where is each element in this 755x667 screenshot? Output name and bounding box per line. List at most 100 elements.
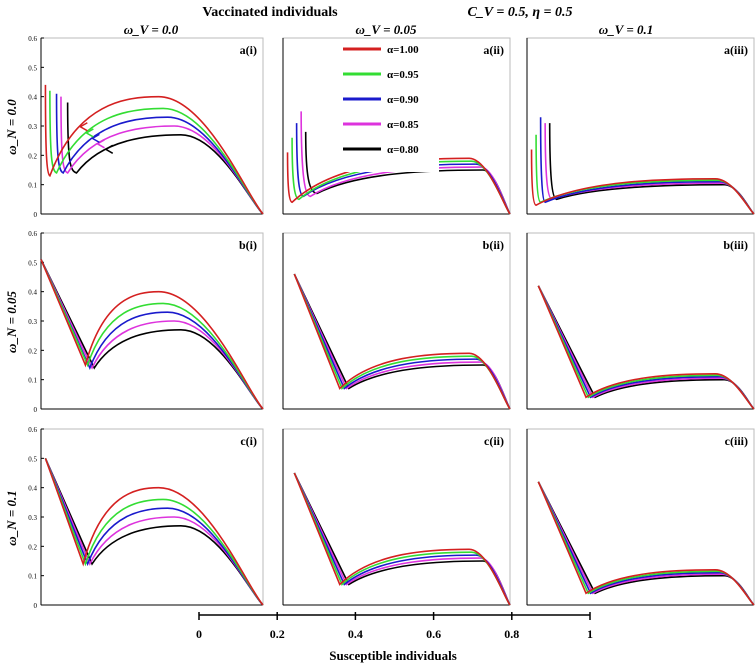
panel-label: b(ii) xyxy=(483,238,504,252)
series-line-5 xyxy=(537,285,755,410)
y-tick-label: 0.6 xyxy=(28,426,37,434)
legend-label-4: α=0.85 xyxy=(387,119,419,131)
legend: α=1.00 α=0.95 α=0.90 α=0.85 α=0.80 xyxy=(339,41,439,172)
direction-arrow xyxy=(104,144,114,154)
x-axis-label: Susceptible individuals xyxy=(329,648,457,663)
panel-label: b(i) xyxy=(239,238,257,252)
direction-arrow xyxy=(90,133,100,144)
series-line-1 xyxy=(293,472,511,606)
series-line-5 xyxy=(44,458,264,606)
panel-bii: b(ii) xyxy=(282,232,511,410)
y-tick-label: 0.4 xyxy=(28,94,37,102)
legend-label-2: α=0.95 xyxy=(387,69,419,81)
panel-ci: 0 0.1 0.2 0.3 0.4 0.5 0.6 c(i) xyxy=(28,426,264,610)
x-axis: 0 0.2 0.4 0.6 0.8 1 Susceptible individuals xyxy=(196,612,593,663)
x-tick-label: 0.4 xyxy=(348,627,363,641)
row-title-1: ω_N = 0.0 xyxy=(4,99,19,155)
series-line-5 xyxy=(293,273,511,410)
series-line-1 xyxy=(537,285,755,410)
x-tick-label: 0.2 xyxy=(270,627,285,641)
x-tick-label: 0.6 xyxy=(426,627,441,641)
series-line-1 xyxy=(293,273,511,410)
series-line-3 xyxy=(55,93,264,215)
y-tick-label: 0.5 xyxy=(28,455,37,463)
series-line-2 xyxy=(49,90,264,215)
series-line-2 xyxy=(537,285,755,410)
col-title-2: ω_V = 0.05 xyxy=(356,22,417,37)
panel-frame xyxy=(40,232,264,410)
y-tick-label: 0.5 xyxy=(28,259,37,267)
direction-arrow xyxy=(84,128,94,138)
direction-arrow xyxy=(78,122,88,132)
x-tick-label: 1 xyxy=(587,627,593,641)
col-title-1: ω_V = 0.0 xyxy=(124,22,179,37)
series-line-1 xyxy=(44,458,264,606)
panel-label: a(ii) xyxy=(483,43,504,57)
y-tick-label: 0.6 xyxy=(28,230,37,238)
series-line-1 xyxy=(44,84,264,215)
series-line-2 xyxy=(44,458,264,606)
y-tick-label: 0.2 xyxy=(28,347,37,355)
panel-label: c(ii) xyxy=(484,434,504,448)
panel-label: a(i) xyxy=(240,43,257,57)
y-tick-label: 0.3 xyxy=(28,123,37,131)
series-line-1 xyxy=(530,149,755,215)
panels-group: 0 0.1 0.2 0.3 0.4 0.5 0.6 a(i) a(ii) a(iii) 0 0.1 0.… xyxy=(28,35,755,610)
series-line-5 xyxy=(548,123,755,215)
series-line-4 xyxy=(537,481,755,606)
legend-label-3: α=0.90 xyxy=(387,94,419,106)
y-tick-label: 0.4 xyxy=(28,485,37,493)
panel-aii: a(ii) xyxy=(282,37,511,215)
header-params: C_V = 0.5, η = 0.5 xyxy=(467,5,572,20)
x-tick-label: 0 xyxy=(196,627,202,641)
header-title: Vaccinated individuals xyxy=(202,5,338,20)
y-tick-label: 0.3 xyxy=(28,514,37,522)
x-tick-label: 0.8 xyxy=(504,627,519,641)
series-line-3 xyxy=(537,285,755,410)
panel-label: c(iii) xyxy=(725,434,748,448)
panel-frame xyxy=(40,428,264,606)
y-tick-label: 0.6 xyxy=(28,35,37,43)
legend-label-1: α=1.00 xyxy=(387,44,419,56)
series-line-2 xyxy=(40,259,264,410)
panel-frame xyxy=(282,428,511,606)
panel-bi: 0 0.1 0.2 0.3 0.4 0.5 0.6 b(i) xyxy=(28,230,264,414)
series-line-1 xyxy=(40,259,264,410)
col-title-3: ω_V = 0.1 xyxy=(599,22,654,37)
panel-frame xyxy=(40,37,264,215)
row-title-3: ω_N = 0.1 xyxy=(4,490,19,545)
y-tick-label: 0.3 xyxy=(28,318,37,326)
y-tick-label: 0.1 xyxy=(28,377,37,385)
y-tick-label: 0.1 xyxy=(28,573,37,581)
panel-ai: 0 0.1 0.2 0.3 0.4 0.5 0.6 a(i) xyxy=(28,35,264,219)
y-tick-label: 0 xyxy=(34,406,38,414)
y-tick-label: 0.2 xyxy=(28,543,37,551)
series-line-4 xyxy=(544,123,755,215)
direction-arrow xyxy=(95,139,105,149)
y-tick-label: 0.4 xyxy=(28,289,37,297)
series-line-5 xyxy=(66,102,264,215)
panel-ciii: c(iii) xyxy=(526,428,755,606)
panel-label: a(iii) xyxy=(724,43,748,57)
series-line-3 xyxy=(539,117,755,215)
y-tick-label: 0.2 xyxy=(28,152,37,160)
y-tick-label: 0 xyxy=(34,602,38,610)
series-line-1 xyxy=(537,481,755,606)
series-line-4 xyxy=(60,96,264,215)
panel-cii: c(ii) xyxy=(282,428,511,606)
panel-biii: b(iii) xyxy=(526,232,755,410)
y-tick-label: 0.1 xyxy=(28,182,37,190)
panel-aiii: a(iii) xyxy=(526,37,755,215)
y-tick-label: 0 xyxy=(34,211,38,219)
series-line-4 xyxy=(537,285,755,410)
series-line-5 xyxy=(537,481,755,606)
series-line-2 xyxy=(535,134,755,215)
series-line-2 xyxy=(537,481,755,606)
panel-label: b(iii) xyxy=(723,238,748,252)
panel-label: c(i) xyxy=(240,434,257,448)
series-line-4 xyxy=(300,111,511,215)
row-title-2: ω_N = 0.05 xyxy=(4,291,19,353)
y-tick-label: 0.5 xyxy=(28,64,37,72)
series-line-5 xyxy=(293,472,511,606)
